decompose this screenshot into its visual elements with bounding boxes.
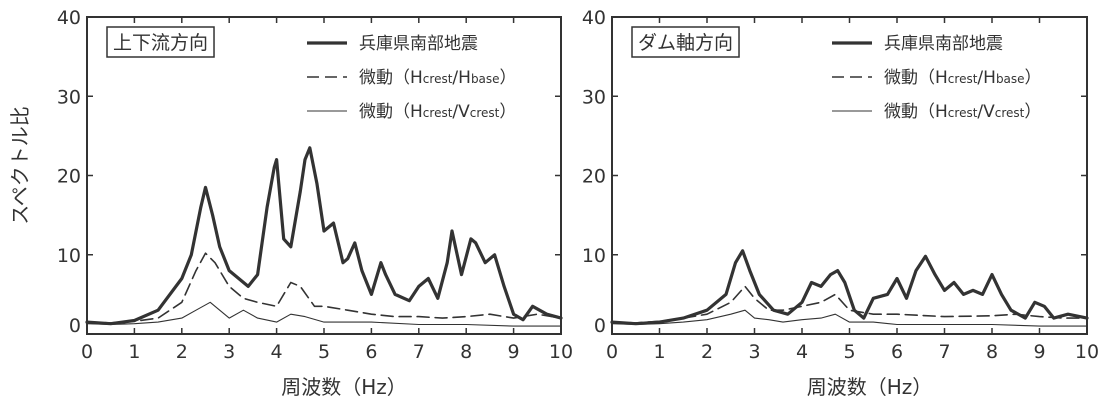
x-tick-label: 0 <box>81 341 93 363</box>
series-line-3 <box>86 301 562 327</box>
legend-label: 微動（Hcrest/Vcrest） <box>359 102 516 122</box>
x-tick-label: 9 <box>1033 341 1045 363</box>
x-tick-label: 9 <box>508 341 520 363</box>
y-tick-label: 20 <box>582 166 606 188</box>
legend-label: 微動（Hcrest/Vcrest） <box>884 102 1041 122</box>
y-tick-label: 30 <box>57 86 81 108</box>
x-axis-title: 周波数（Hz） <box>807 375 933 399</box>
x-tick-label: 2 <box>176 341 188 363</box>
x-tick-label: 10 <box>549 341 573 363</box>
y-tick-label: 40 <box>582 7 606 29</box>
plot-frame <box>86 16 562 335</box>
x-tick-label: 1 <box>128 341 140 363</box>
y-tick-label: 0 <box>594 315 606 337</box>
series-line-2 <box>611 285 1088 324</box>
y-tick-label: 30 <box>582 86 606 108</box>
chart-panel-1: 0 1 2 3 4 5 6 7 8 9 10 0 10 20 30 40 上下流方向 兵庫県南部地震微動（Hcre… <box>8 7 573 399</box>
y-tick-label: 20 <box>57 166 81 188</box>
x-tick-label: 6 <box>891 341 903 363</box>
x-tick-label: 10 <box>1075 341 1099 363</box>
y-tick-label: 40 <box>57 7 81 29</box>
x-tick-label: 7 <box>938 341 950 363</box>
x-tick-label: 8 <box>986 341 998 363</box>
y-tick-label: 10 <box>582 245 606 267</box>
x-tick-label: 2 <box>701 341 713 363</box>
panel-title: ダム軸方向 <box>638 32 733 54</box>
legend-label: 兵庫県南部地震 <box>884 34 1003 54</box>
x-tick-label: 7 <box>413 341 425 363</box>
y-tick-label: 10 <box>57 245 81 267</box>
y-axis-title: スペクトル比 <box>8 106 32 225</box>
x-tick-label: 0 <box>606 341 618 363</box>
plot-frame <box>611 16 1088 335</box>
legend-label: 微動（Hcrest/Hbase） <box>359 68 517 88</box>
series-line-2 <box>86 252 562 324</box>
x-axis-title: 周波数（Hz） <box>281 375 407 399</box>
x-tick-label: 6 <box>365 341 377 363</box>
x-tick-label: 4 <box>796 341 808 363</box>
panel-title-box <box>106 26 215 58</box>
chart-panel-2: 0 1 2 3 4 5 6 7 8 9 10 0 10 20 30 40 ダム軸方向 兵庫県南部地震微動（Hcre… <box>582 7 1099 399</box>
series-line-3 <box>611 309 1088 327</box>
panel-title: 上下流方向 <box>113 32 208 54</box>
y-tick-label: 0 <box>69 315 81 337</box>
x-tick-label: 3 <box>748 341 760 363</box>
x-tick-label: 8 <box>460 341 472 363</box>
series-line-1 <box>610 249 1089 326</box>
legend-label: 微動（Hcrest/Hbase） <box>884 68 1042 88</box>
x-tick-label: 3 <box>223 341 235 363</box>
x-tick-label: 5 <box>843 341 855 363</box>
legend-label: 兵庫県南部地震 <box>359 34 478 54</box>
x-tick-label: 5 <box>318 341 330 363</box>
x-tick-label: 1 <box>653 341 665 363</box>
panel-title-box <box>631 26 740 58</box>
series-line-1 <box>85 146 563 326</box>
x-tick-label: 4 <box>271 341 283 363</box>
